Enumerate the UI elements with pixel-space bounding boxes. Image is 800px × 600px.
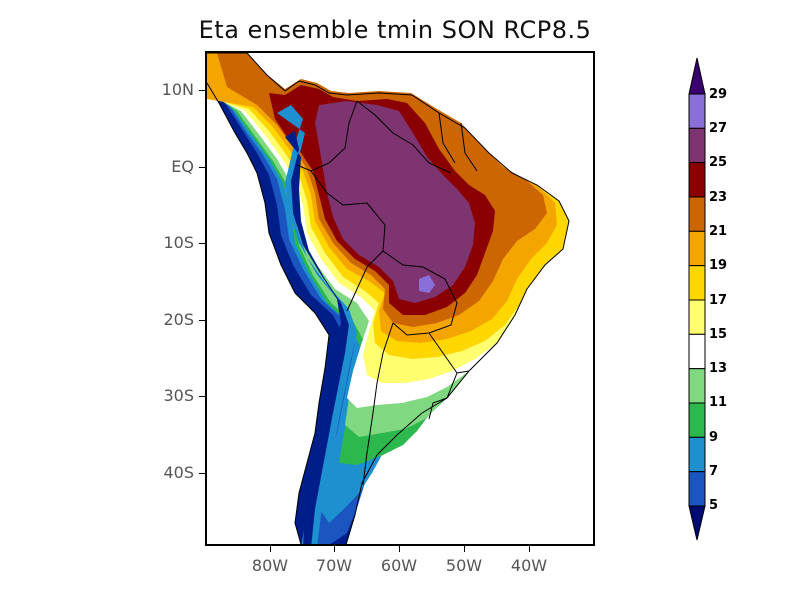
- colorbar-segment: [688, 436, 706, 473]
- colorbar-label-5: 5: [709, 498, 719, 513]
- colorbar-label-19: 19: [709, 258, 728, 273]
- colorbar-label-25: 25: [709, 155, 728, 170]
- temp-zone-29: [419, 275, 435, 293]
- colorbar-label-15: 15: [709, 327, 728, 342]
- lat-tick: [199, 90, 205, 91]
- colorbar-segment: [688, 162, 706, 198]
- country-borders: [207, 53, 570, 544]
- lon-label-60w: 60W: [380, 556, 418, 575]
- lon-tick: [270, 546, 271, 552]
- map-area: [205, 51, 595, 546]
- andes-coldest-band: [285, 131, 349, 544]
- lon-label-70w: 70W: [315, 556, 353, 575]
- lat-tick: [199, 243, 205, 244]
- colorbar-segment: [688, 471, 706, 507]
- lon-tick: [464, 546, 465, 552]
- colorbar-label-23: 23: [709, 190, 728, 205]
- colorbar-segment: [688, 93, 706, 129]
- colorbar-segment: [688, 230, 706, 267]
- lat-label-30s: 30S: [163, 386, 194, 405]
- colorbar-under-arrow: [688, 505, 706, 541]
- colorbar-segment: [688, 402, 706, 438]
- lon-label-80w: 80W: [251, 556, 289, 575]
- colorbar-segment: [688, 299, 706, 335]
- lat-label-20s: 20S: [163, 310, 194, 329]
- colorbar-label-27: 27: [709, 121, 728, 136]
- colorbar-label-21: 21: [709, 224, 728, 239]
- colorbar-over-arrow: [688, 57, 706, 95]
- lon-label-40w: 40W: [510, 556, 548, 575]
- lon-label-50w: 50W: [445, 556, 483, 575]
- colorbar-segments: [688, 93, 706, 507]
- lat-tick: [199, 473, 205, 474]
- colorbar-label-9: 9: [709, 430, 719, 445]
- lat-label-eq: EQ: [171, 157, 194, 176]
- lat-label-10n: 10N: [161, 80, 194, 99]
- colorbar-label-29: 29: [709, 87, 728, 102]
- colorbar-segment: [688, 333, 706, 370]
- lat-label-10s: 10S: [163, 233, 194, 252]
- colorbar-segment: [688, 265, 706, 301]
- map-title: Eta ensemble tmin SON RCP8.5: [198, 16, 592, 44]
- lon-tick: [529, 546, 530, 552]
- lat-tick: [199, 396, 205, 397]
- colorbar-segment: [688, 368, 706, 404]
- colorbar-label-13: 13: [709, 361, 728, 376]
- south-america-map: [207, 53, 570, 544]
- lon-tick: [334, 546, 335, 552]
- lat-tick: [199, 167, 205, 168]
- lat-tick: [199, 320, 205, 321]
- colorbar-label-7: 7: [709, 464, 719, 479]
- lat-label-40s: 40S: [163, 463, 194, 482]
- colorbar-label-11: 11: [709, 395, 728, 410]
- lon-tick: [399, 546, 400, 552]
- colorbar-label-17: 17: [709, 293, 728, 308]
- colorbar-segment: [688, 127, 706, 164]
- temp-zone-27: [315, 101, 475, 303]
- colorbar-segment: [688, 196, 706, 232]
